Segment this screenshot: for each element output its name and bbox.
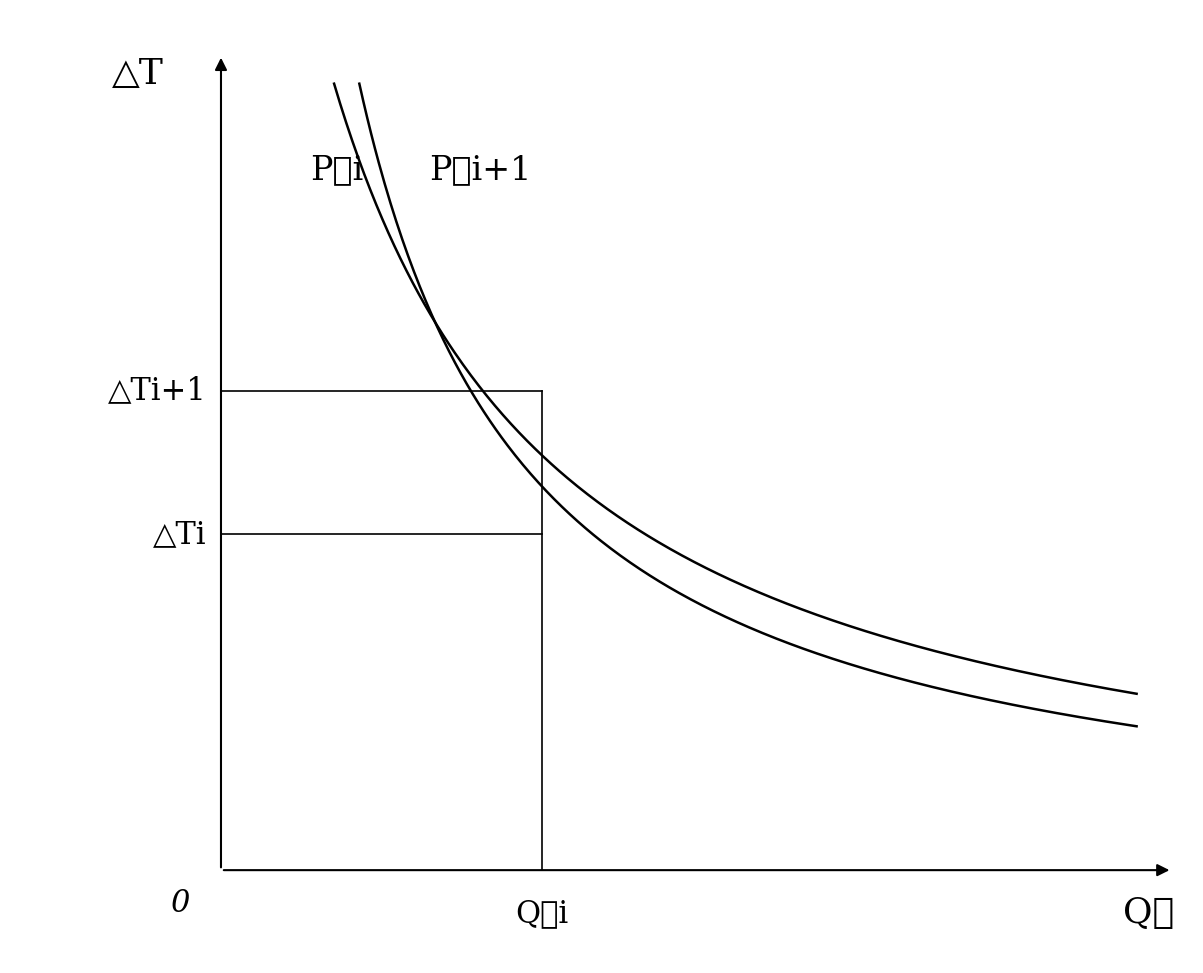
Text: △Ti+1: △Ti+1: [108, 375, 207, 406]
Text: P散i+1: P散i+1: [429, 154, 532, 186]
Text: 0: 0: [170, 888, 189, 919]
Text: △Ti: △Ti: [153, 519, 207, 550]
Text: Q通i: Q通i: [515, 898, 569, 929]
Text: Q通: Q通: [1122, 896, 1174, 930]
Text: P散i: P散i: [310, 154, 363, 186]
Text: △T: △T: [112, 57, 164, 91]
